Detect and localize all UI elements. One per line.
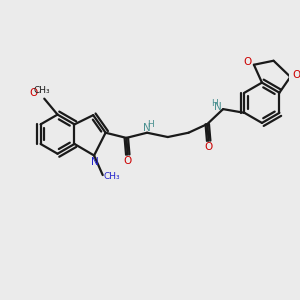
Text: H: H: [147, 120, 154, 129]
Text: O: O: [204, 142, 212, 152]
Text: N: N: [142, 123, 150, 133]
Text: O: O: [123, 156, 131, 166]
Text: H: H: [211, 99, 218, 108]
Text: N: N: [214, 102, 222, 112]
Text: CH₃: CH₃: [103, 172, 120, 181]
Text: O: O: [243, 57, 252, 67]
Text: CH₃: CH₃: [34, 86, 50, 95]
Text: N: N: [91, 157, 98, 167]
Text: O: O: [29, 88, 38, 98]
Text: O: O: [292, 70, 300, 80]
